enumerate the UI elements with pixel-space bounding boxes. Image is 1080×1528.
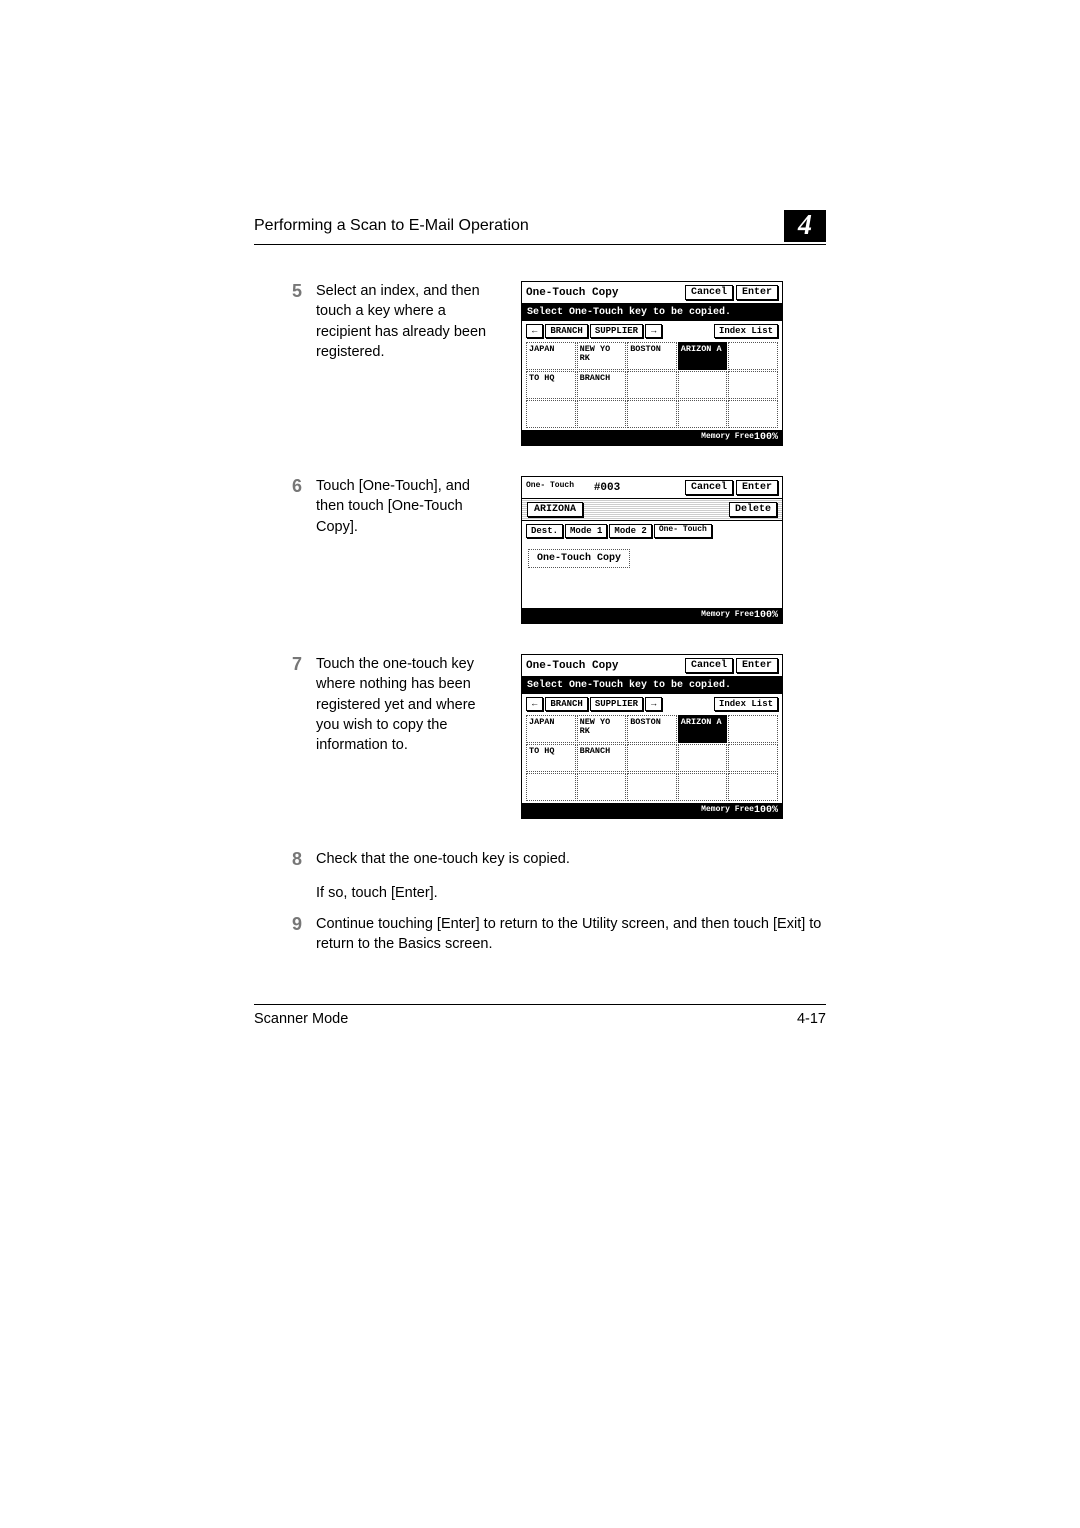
onetouch-copy-button[interactable]: One-Touch Copy <box>528 549 630 568</box>
step-number: 9 <box>254 914 316 955</box>
key-cell[interactable]: BRANCH <box>577 371 627 399</box>
key-cell[interactable]: NEW YO RK <box>577 715 627 743</box>
key-cell[interactable] <box>728 400 778 428</box>
arrow-right-button[interactable]: → <box>645 324 662 338</box>
key-cell[interactable] <box>728 773 778 801</box>
step-number: 6 <box>254 476 316 624</box>
key-cell[interactable] <box>728 715 778 743</box>
key-cell[interactable]: JAPAN <box>526 715 576 743</box>
tab-supplier[interactable]: SUPPLIER <box>590 697 643 711</box>
key-cell[interactable] <box>627 744 677 772</box>
step-text: If so, touch [Enter]. <box>316 883 826 903</box>
memory-status: Memory Free100% <box>522 608 782 623</box>
enter-button[interactable]: Enter <box>736 285 778 300</box>
screen-title: One-Touch Copy <box>526 660 618 672</box>
copy-grid-screen: One-Touch Copy Cancel Enter Select One-T… <box>521 281 783 446</box>
key-cell[interactable]: NEW YO RK <box>577 342 627 370</box>
key-cell[interactable]: BRANCH <box>577 744 627 772</box>
key-cell[interactable]: BOSTON <box>627 342 677 370</box>
tab-dest[interactable]: Dest. <box>526 524 563 538</box>
arrow-left-button[interactable]: ← <box>526 324 543 338</box>
key-cell[interactable] <box>728 342 778 370</box>
footer-left: Scanner Mode <box>254 1011 348 1027</box>
step-text: Touch [One-Touch], and then touch [One-T… <box>316 476 501 624</box>
cancel-button[interactable]: Cancel <box>685 285 733 300</box>
cancel-button[interactable]: Cancel <box>685 480 733 495</box>
key-cell[interactable] <box>577 773 627 801</box>
tab-branch[interactable]: BRANCH <box>545 697 587 711</box>
key-cell[interactable] <box>577 400 627 428</box>
title-number: #003 <box>594 482 620 494</box>
key-cell[interactable] <box>728 371 778 399</box>
screen-subtitle: Select One-Touch key to be copied. <box>522 304 782 321</box>
step-number: 5 <box>254 281 316 446</box>
key-cell[interactable] <box>728 744 778 772</box>
chapter-number: 4 <box>784 210 826 242</box>
onetouch-detail-screen: One- Touch #003 Cancel Enter ARIZONA Del… <box>521 476 783 624</box>
key-cell[interactable] <box>627 400 677 428</box>
key-cell[interactable]: TO HQ <box>526 744 576 772</box>
enter-button[interactable]: Enter <box>736 480 778 495</box>
tab-mode2[interactable]: Mode 2 <box>609 524 651 538</box>
indexlist-button[interactable]: Index List <box>714 697 778 711</box>
screen-title: One-Touch Copy <box>526 287 618 299</box>
key-cell[interactable] <box>678 744 728 772</box>
arrow-left-button[interactable]: ← <box>526 697 543 711</box>
delete-button[interactable]: Delete <box>729 502 777 517</box>
key-cell-selected[interactable]: ARIZON A <box>678 715 728 743</box>
header-title: Performing a Scan to E-Mail Operation <box>254 217 529 235</box>
enter-button[interactable]: Enter <box>736 658 778 673</box>
key-cell[interactable]: BOSTON <box>627 715 677 743</box>
step-number: 7 <box>254 654 316 819</box>
step-text: Check that the one-touch key is copied. <box>316 849 826 869</box>
key-cell[interactable] <box>526 773 576 801</box>
step-number: 8 <box>254 849 316 904</box>
footer-right: 4-17 <box>797 1011 826 1027</box>
key-cell[interactable] <box>678 371 728 399</box>
key-cell-selected[interactable]: ARIZON A <box>678 342 728 370</box>
arrow-right-button[interactable]: → <box>645 697 662 711</box>
memory-status: Memory Free100% <box>522 803 782 818</box>
key-cell[interactable] <box>678 400 728 428</box>
copy-grid-screen: One-Touch Copy Cancel Enter Select One-T… <box>521 654 783 819</box>
key-cell[interactable]: JAPAN <box>526 342 576 370</box>
tab-supplier[interactable]: SUPPLIER <box>590 324 643 338</box>
screen-subtitle: Select One-Touch key to be copied. <box>522 677 782 694</box>
key-cell[interactable] <box>678 773 728 801</box>
step-text: Select an index, and then touch a key wh… <box>316 281 501 446</box>
key-cell[interactable] <box>526 400 576 428</box>
recipient-name: ARIZONA <box>527 502 583 517</box>
step-text: Touch the one-touch key where nothing ha… <box>316 654 501 819</box>
title-onetouch: One- Touch <box>526 483 574 489</box>
cancel-button[interactable]: Cancel <box>685 658 733 673</box>
key-cell[interactable] <box>627 773 677 801</box>
step-text: Continue touching [Enter] to return to t… <box>316 914 826 955</box>
tab-onetouch[interactable]: One- Touch <box>654 524 712 538</box>
key-cell[interactable]: TO HQ <box>526 371 576 399</box>
memory-status: Memory Free100% <box>522 430 782 445</box>
key-cell[interactable] <box>627 371 677 399</box>
indexlist-button[interactable]: Index List <box>714 324 778 338</box>
tab-branch[interactable]: BRANCH <box>545 324 587 338</box>
tab-mode1[interactable]: Mode 1 <box>565 524 607 538</box>
